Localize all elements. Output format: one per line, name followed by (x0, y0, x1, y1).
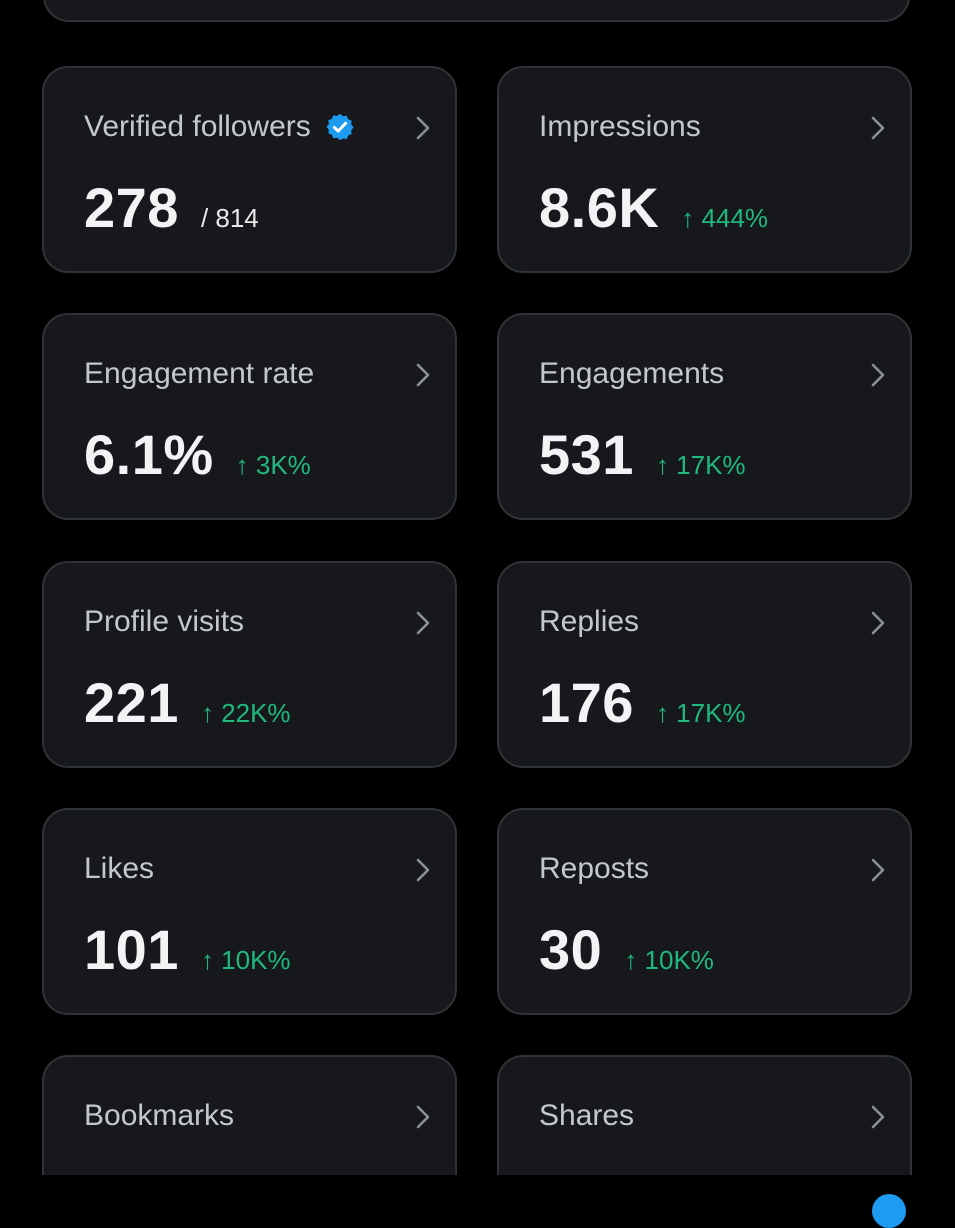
metric-change: ↑ 22K% (200, 698, 291, 728)
metric-card-verified-followers[interactable]: Verified followers 278 / 814 (42, 66, 457, 273)
metric-card-replies[interactable]: Replies 176 ↑ 17K% (497, 561, 912, 768)
metric-card-bookmarks[interactable]: Bookmarks (42, 1055, 457, 1195)
metric-card-reposts[interactable]: Reposts 30 ↑ 10K% (497, 808, 912, 1015)
metric-card-impressions[interactable]: Impressions 8.6K ↑ 444% (497, 66, 912, 273)
previous-card[interactable] (43, 0, 910, 22)
metric-card-engagement-rate[interactable]: Engagement rate 6.1% ↑ 3K% (42, 313, 457, 520)
chevron-right-icon[interactable] (413, 856, 433, 884)
chevron-right-icon[interactable] (868, 1103, 888, 1131)
metric-value: 531 (539, 423, 634, 486)
bottom-bar (0, 1175, 955, 1200)
verified-badge-icon (326, 113, 354, 141)
metric-value: 30 (539, 918, 603, 981)
metric-value: 8.6K (539, 176, 660, 239)
metric-value: 101 (84, 918, 179, 981)
chevron-right-icon[interactable] (413, 361, 433, 389)
metric-change: ↑ 17K% (655, 698, 746, 728)
chevron-right-icon[interactable] (868, 114, 888, 142)
chevron-right-icon[interactable] (868, 609, 888, 637)
metric-label: Likes (84, 852, 155, 885)
metric-label: Engagements (539, 357, 725, 390)
metric-label: Bookmarks (84, 1099, 235, 1132)
metric-card-shares[interactable]: Shares (497, 1055, 912, 1195)
metric-total: / 814 (200, 203, 259, 233)
metric-change: ↑ 17K% (655, 450, 746, 480)
chevron-right-icon[interactable] (413, 1103, 433, 1131)
metric-card-likes[interactable]: Likes 101 ↑ 10K% (42, 808, 457, 1015)
metric-label: Reposts (539, 852, 650, 885)
metric-value: 6.1% (84, 423, 214, 486)
metric-label: Profile visits (84, 605, 245, 638)
metric-value: 176 (539, 671, 634, 734)
metric-label: Engagement rate (84, 357, 315, 390)
chevron-right-icon[interactable] (413, 114, 433, 142)
chevron-right-icon[interactable] (413, 609, 433, 637)
metric-value: 221 (84, 671, 179, 734)
metric-card-engagements[interactable]: Engagements 531 ↑ 17K% (497, 313, 912, 520)
chevron-right-icon[interactable] (868, 856, 888, 884)
floating-action-button[interactable] (872, 1194, 906, 1228)
metric-value: 278 (84, 176, 179, 239)
metric-label: Impressions (539, 110, 701, 143)
metric-label: Verified followers (84, 110, 311, 143)
metric-label: Shares (539, 1099, 635, 1132)
metric-change: ↑ 444% (681, 203, 769, 233)
metric-change: ↑ 10K% (200, 945, 291, 975)
metric-change: ↑ 10K% (624, 945, 714, 975)
metric-label: Replies (539, 605, 640, 638)
metric-change: ↑ 3K% (235, 450, 311, 480)
metric-card-profile-visits[interactable]: Profile visits 221 ↑ 22K% (42, 561, 457, 768)
chevron-right-icon[interactable] (868, 361, 888, 389)
